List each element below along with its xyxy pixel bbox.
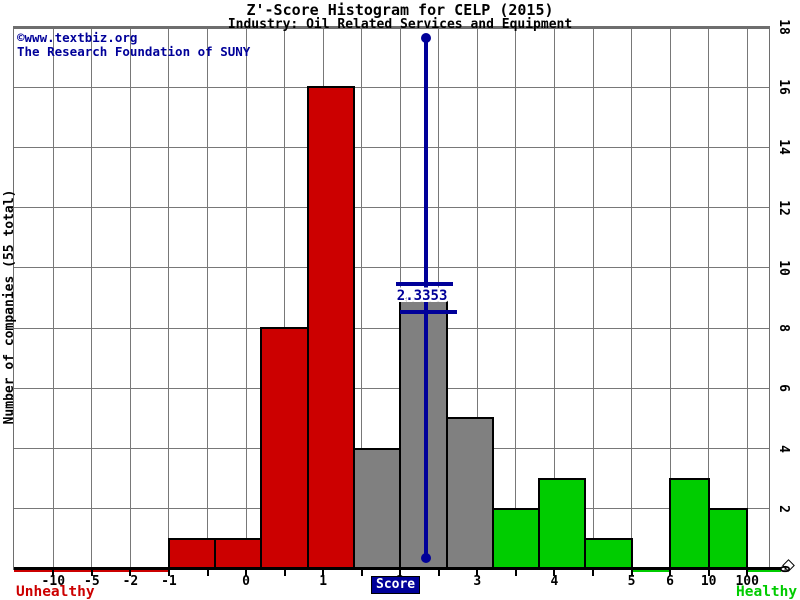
axis-segment-healthy-end xyxy=(747,569,781,572)
x-tick-label: 10 xyxy=(700,574,717,589)
watermark-org: The Research Foundation of SUNY xyxy=(17,44,251,59)
histogram-bar xyxy=(669,477,710,570)
vertical-gridline xyxy=(553,27,555,569)
x-tick xyxy=(707,570,710,576)
x-tick xyxy=(245,570,248,576)
plot-border-top xyxy=(13,25,770,29)
marker-crossbar-upper xyxy=(396,281,454,286)
x-tick xyxy=(399,570,402,576)
marker-crossbar-lower xyxy=(400,309,458,314)
x-tick xyxy=(129,570,132,576)
x-tick xyxy=(630,570,633,576)
x-tick-label: 0 xyxy=(242,574,250,589)
x-tick-label: 3 xyxy=(473,574,482,589)
marker-line xyxy=(424,37,429,558)
x-tick-label: -5 xyxy=(84,574,100,589)
x-tick-label: 100 xyxy=(735,574,759,589)
horizontal-gridline xyxy=(14,267,769,269)
plot-border-left xyxy=(13,27,14,570)
y-axis-title: Number of companies (55 total) xyxy=(2,189,17,425)
horizontal-gridline xyxy=(14,327,769,329)
x-tick xyxy=(437,570,440,576)
histogram-bar xyxy=(214,537,263,570)
y-tick-label: 16 xyxy=(776,79,791,96)
marker-dot-top xyxy=(421,33,432,43)
plot-border-right xyxy=(769,27,770,570)
histogram-bar xyxy=(538,477,587,570)
y-tick-label: 6 xyxy=(776,384,791,393)
x-tick xyxy=(206,570,209,576)
y-tick-label: 4 xyxy=(776,444,791,453)
y-tick-label: 12 xyxy=(776,199,791,216)
x-axis-line xyxy=(14,567,781,570)
x-tick xyxy=(514,570,517,576)
vertical-gridline xyxy=(52,27,54,569)
x-axis-title-badge: Score xyxy=(371,576,421,594)
x-tick xyxy=(669,570,672,576)
x-tick xyxy=(52,570,55,576)
vertical-gridline xyxy=(592,27,594,569)
vertical-gridline xyxy=(515,27,517,569)
vertical-gridline xyxy=(631,27,633,569)
x-tick-label: 6 xyxy=(666,574,674,589)
y-tick-label: 14 xyxy=(776,139,791,156)
x-tick-label: -10 xyxy=(41,574,66,589)
vertical-gridline xyxy=(361,27,363,569)
y-tick-label: 10 xyxy=(776,260,791,276)
y-tick-label: 2 xyxy=(776,504,791,513)
histogram-bar xyxy=(491,507,541,570)
healthy-caption: Healthy xyxy=(736,584,798,600)
histogram-bar xyxy=(584,537,633,570)
histogram-bar xyxy=(399,297,448,570)
vertical-gridline xyxy=(129,27,131,569)
y-tick-label: 8 xyxy=(776,324,791,333)
x-tick-label: -2 xyxy=(122,574,139,589)
x-tick-label: -1 xyxy=(161,574,177,589)
histogram-bar xyxy=(707,507,749,570)
vertical-gridline xyxy=(245,27,247,569)
horizontal-gridline xyxy=(14,86,769,88)
marker-dot-bottom xyxy=(421,553,432,563)
histogram-bar xyxy=(352,447,402,570)
x-tick xyxy=(360,570,363,576)
histogram-bar xyxy=(445,417,494,570)
histogram-bar xyxy=(260,327,309,570)
marker-value-label: 2.3353 xyxy=(396,288,448,304)
histogram-bar xyxy=(306,86,355,570)
x-tick-label: 5 xyxy=(627,574,636,589)
x-tick xyxy=(476,570,479,576)
horizontal-gridline xyxy=(14,207,769,209)
vertical-gridline xyxy=(91,27,93,569)
chart-subtitle: Industry: Oil Related Services and Equip… xyxy=(227,17,573,32)
axis-segment-healthy-gap xyxy=(631,569,671,572)
chart-title: Z'-Score Histogram for CELP (2015) xyxy=(246,1,554,19)
vertical-gridline xyxy=(669,27,671,569)
unhealthy-caption: Unhealthy xyxy=(16,584,95,600)
x-tick xyxy=(322,570,325,576)
watermark-url: ©www.textbiz.org xyxy=(17,30,138,45)
x-tick xyxy=(283,570,286,576)
y-tick-label: 0 xyxy=(776,565,791,573)
vertical-gridline xyxy=(168,27,170,569)
x-tick-label: 4 xyxy=(550,574,559,589)
x-tick-label: 1 xyxy=(319,574,328,589)
x-tick xyxy=(746,570,749,576)
horizontal-gridline xyxy=(14,387,769,389)
x-tick xyxy=(167,570,170,576)
x-tick xyxy=(592,570,594,576)
horizontal-gridline xyxy=(14,146,769,148)
vertical-gridline xyxy=(746,27,748,569)
histogram-bar xyxy=(167,537,217,570)
x-tick xyxy=(90,570,93,576)
vertical-gridline xyxy=(708,27,710,569)
x-tick xyxy=(553,570,556,576)
vertical-gridline xyxy=(284,27,286,569)
vertical-gridline xyxy=(207,27,208,569)
vertical-gridline xyxy=(476,27,478,569)
